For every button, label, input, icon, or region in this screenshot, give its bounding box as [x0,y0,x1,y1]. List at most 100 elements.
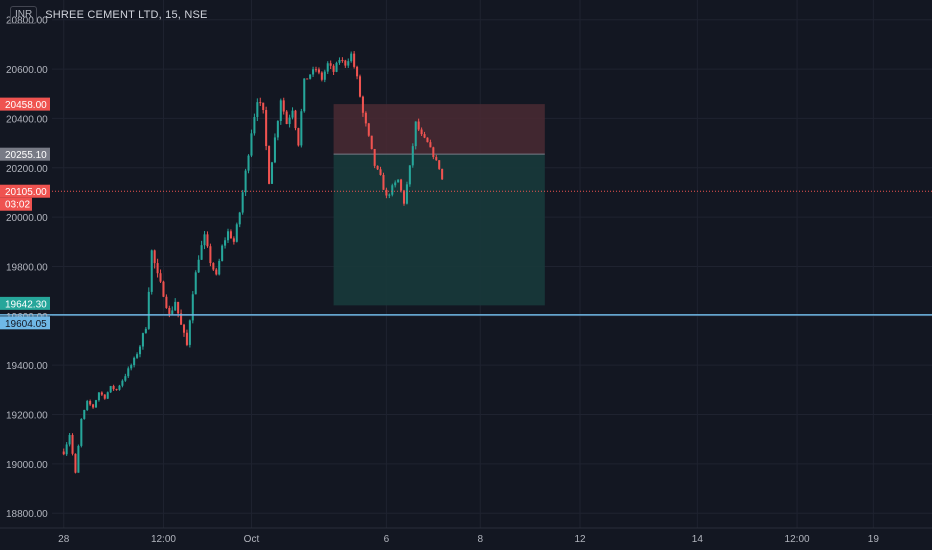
candle-body [420,129,423,135]
candle-body [438,160,441,169]
y-tick-label: 19800.00 [6,262,48,273]
candle-body [182,324,186,333]
candle-body [320,72,323,80]
candle-body [112,386,115,390]
price-labels: 20458.00 20255.10 20105.00 03:02 19642.30 196… [0,97,50,330]
candle-body [432,147,435,158]
stop-loss-zone [333,104,545,155]
candle-body [435,157,438,161]
symbol-title[interactable]: SHREE CEMENT LTD, 15, NSE [45,9,208,21]
candle-body [165,296,168,308]
x-tick-label: 12:00 [785,534,810,545]
y-tick-label: 20200.00 [6,164,48,175]
candle-body [180,313,183,325]
candle-body [297,128,300,146]
candle-body [312,69,315,75]
time-axis[interactable]: 28 12:00 Oct 6 8 12 14 12:00 19 [58,534,879,545]
candle-body [400,179,403,191]
y-tick-label: 18800.00 [6,509,48,520]
candle-body [109,386,112,393]
candle-body [215,269,218,275]
entry-label-bg [0,147,50,161]
candle-body [300,111,303,146]
candle-body [276,121,279,138]
candle-body [411,146,414,166]
horizontal-line-label-bg [0,316,50,330]
candle-body [177,301,180,314]
candle-body [247,155,250,171]
candle-body [417,121,420,130]
candle-body [194,272,197,295]
candle-body [106,392,109,399]
candle-body [238,212,241,225]
candles [62,51,444,474]
candle-body [253,117,256,134]
candle-body [317,69,320,73]
horizontal-line-label: 19604.05 [5,319,47,330]
candle-body [338,59,341,63]
candle-body [103,394,106,399]
candle-body [218,260,221,275]
candle-body [65,444,68,455]
last-price-label: 20105.00 [5,187,47,198]
candle-body [118,385,121,390]
candle-body [224,240,227,246]
candle-body [89,401,92,405]
candle-body [121,380,124,386]
candle-body [414,121,417,147]
candle-body [235,224,238,242]
y-tick-label: 19400.00 [6,361,48,372]
countdown-label: 03:02 [5,200,30,211]
candle-body [441,168,444,180]
candle-body [97,392,100,401]
profit-target-zone [333,154,545,306]
y-tick-label: 19000.00 [6,460,48,471]
candle-body [138,346,142,355]
candle-body [388,194,391,196]
candle-body [329,63,332,66]
candle-body [83,409,86,419]
candle-body [367,123,370,136]
candle-body [221,245,224,261]
candle-body [370,135,373,149]
candle-body [408,165,411,185]
candle-body [156,263,159,274]
candle-body [77,445,80,473]
candle-body [332,65,335,72]
candle-body [130,365,133,369]
candle-body [335,62,338,72]
candle-body [74,453,77,473]
candle-body [288,117,291,124]
stop-loss-label-bg [0,97,50,111]
candle-body [265,110,268,147]
candle-body [382,174,385,190]
candle-body [306,78,309,80]
currency-badge[interactable]: INR [10,6,38,24]
target-label: 19642.30 [5,299,47,310]
candle-body [358,76,362,97]
candle-body [391,185,394,195]
candle-body [71,434,74,454]
x-tick-label: 28 [58,534,70,545]
candle-body [270,162,274,184]
candle-body [94,400,98,408]
candle-body [379,169,382,175]
candle-body [68,434,71,445]
candle-body [250,133,253,156]
x-tick-label: 14 [692,534,704,545]
last-price-label-bg [0,184,50,198]
candle-body [191,294,194,321]
candle-body [244,170,247,193]
candle-body [423,134,426,138]
x-tick-label: 12 [574,534,586,545]
candle-body [133,357,136,366]
candle-body [402,190,406,204]
candle-body [273,137,276,163]
short-position-tool[interactable] [333,104,545,306]
candle-body [429,142,432,148]
candle-body [92,404,95,408]
candle-body [159,273,162,282]
candle-body [153,250,156,264]
candle-body [426,137,429,143]
